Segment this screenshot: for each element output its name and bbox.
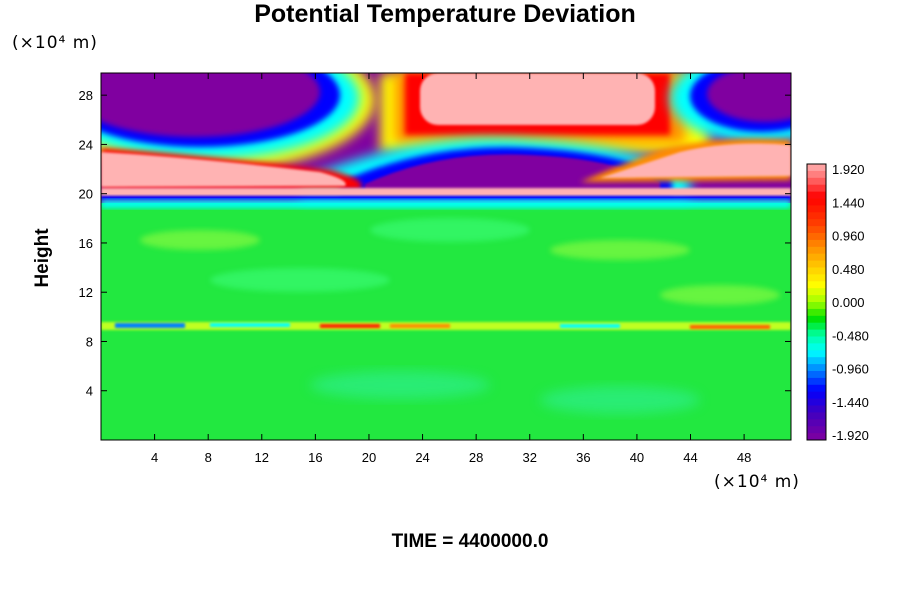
- colorbar-label: -1.440: [832, 395, 869, 410]
- colorbar-band: [807, 295, 826, 303]
- colorbar-label: 1.440: [832, 195, 865, 210]
- colorbar-band: [807, 357, 826, 365]
- x-tick-label: 32: [523, 450, 537, 465]
- time-label: TIME = 4400000.0: [391, 531, 549, 552]
- colorbar-band: [807, 426, 826, 434]
- colorbar-band: [807, 164, 826, 172]
- x-tick-label: 8: [205, 450, 212, 465]
- colorbar-band: [807, 205, 826, 213]
- y-tick-label: 24: [79, 137, 93, 152]
- colorbar-band: [807, 226, 826, 234]
- colorbar-band: [807, 377, 826, 386]
- x-axis-unit: (×10⁴ m): [714, 472, 800, 492]
- lower-texture: [140, 218, 780, 414]
- colorbar-label: 1.920: [832, 162, 865, 177]
- colorbar-band: [807, 177, 826, 186]
- colorbar-band: [807, 343, 826, 351]
- colorbar-band: [807, 433, 826, 441]
- colorbar-band: [807, 219, 826, 227]
- chart-title: Potential Temperature Deviation: [254, 0, 636, 28]
- colorbar-band: [807, 267, 826, 275]
- colorbar-band: [807, 274, 826, 282]
- colorbar-band: [807, 391, 826, 400]
- x-tick-label: 12: [255, 450, 269, 465]
- colorbar-band: [807, 308, 826, 317]
- colorbar-band: [807, 329, 826, 337]
- x-tick-label: 16: [308, 450, 322, 465]
- colorbar-band: [807, 191, 826, 199]
- x-tick-label: 36: [576, 450, 590, 465]
- colorbar-band: [807, 281, 826, 289]
- colorbar-label: -0.480: [832, 328, 869, 343]
- colorbar-label: -0.960: [832, 362, 869, 377]
- colorbar-band: [807, 384, 826, 393]
- center-cold-band: [300, 138, 690, 200]
- colorbar-band: [807, 260, 826, 268]
- colorbar-frame: [806, 163, 827, 441]
- colorbar-label: 0.480: [832, 262, 865, 277]
- y-tick-label: 8: [86, 334, 93, 349]
- colorbar-band: [807, 170, 826, 179]
- colorbar-band: [807, 412, 826, 420]
- y-tick-label: 12: [79, 285, 93, 300]
- transition-layer: [101, 200, 791, 208]
- colorbar-band: [807, 405, 826, 413]
- colorbar-band: [807, 198, 826, 206]
- x-tick-label: 28: [469, 450, 483, 465]
- tropopause-band: [101, 322, 791, 330]
- upper-right-cold-blob: [670, 73, 791, 143]
- y-tick-label: 28: [79, 88, 93, 103]
- y-tick-label: 20: [79, 187, 93, 202]
- x-ticks: 4 8 12 16 20 24 28 32 36 40 44 48: [151, 73, 751, 465]
- colorbar-band: [807, 398, 826, 406]
- colorbar-band: [807, 253, 826, 262]
- colorbar-label: 0.960: [832, 229, 865, 244]
- colorbar-label: -1.920: [832, 428, 869, 443]
- x-tick-label: 44: [683, 450, 697, 465]
- y-tick-label: 4: [86, 384, 93, 399]
- colorbar-band: [807, 239, 826, 248]
- x-tick-label: 24: [415, 450, 429, 465]
- colorbar-band: [807, 364, 826, 372]
- cold-thin-layer: [101, 196, 791, 200]
- colorbar-band: [807, 371, 826, 379]
- colorbar-band: [807, 184, 826, 193]
- colorbar-band: [807, 246, 826, 255]
- x-tick-label: 48: [737, 450, 751, 465]
- upper-center-warm-blob: [380, 73, 710, 153]
- colorbar-band: [807, 419, 826, 427]
- heatmap-field: [101, 73, 791, 440]
- y-ticks: 4 8 12 16 20 24 28: [79, 88, 791, 399]
- colorbar-band: [807, 302, 826, 310]
- colorbar-band: [807, 212, 826, 220]
- plot-frame: [100, 72, 792, 441]
- colorbar-label: 0.000: [832, 295, 865, 310]
- colorbar-band: [807, 288, 826, 296]
- upper-left-cold-blob: [101, 73, 375, 172]
- colorbar-band: [807, 315, 826, 324]
- colorbar-band: [807, 233, 826, 241]
- right-warm-band: [580, 138, 791, 182]
- colorbar-band: [807, 336, 826, 344]
- colorbar-band: [807, 350, 826, 358]
- colorbar-band: [807, 322, 826, 331]
- x-tick-label: 4: [151, 450, 158, 465]
- warm-thin-layer: [101, 188, 791, 197]
- left-warm-band: [101, 148, 362, 190]
- x-tick-label: 40: [630, 450, 644, 465]
- y-tick-label: 16: [79, 236, 93, 251]
- x-tick-label: 20: [362, 450, 376, 465]
- colorbar: 1.920 1.440 0.960 0.480 0.000 -0.480 -0.960 -1.…: [806, 162, 869, 443]
- y-axis-unit: (×10⁴ m): [12, 33, 98, 53]
